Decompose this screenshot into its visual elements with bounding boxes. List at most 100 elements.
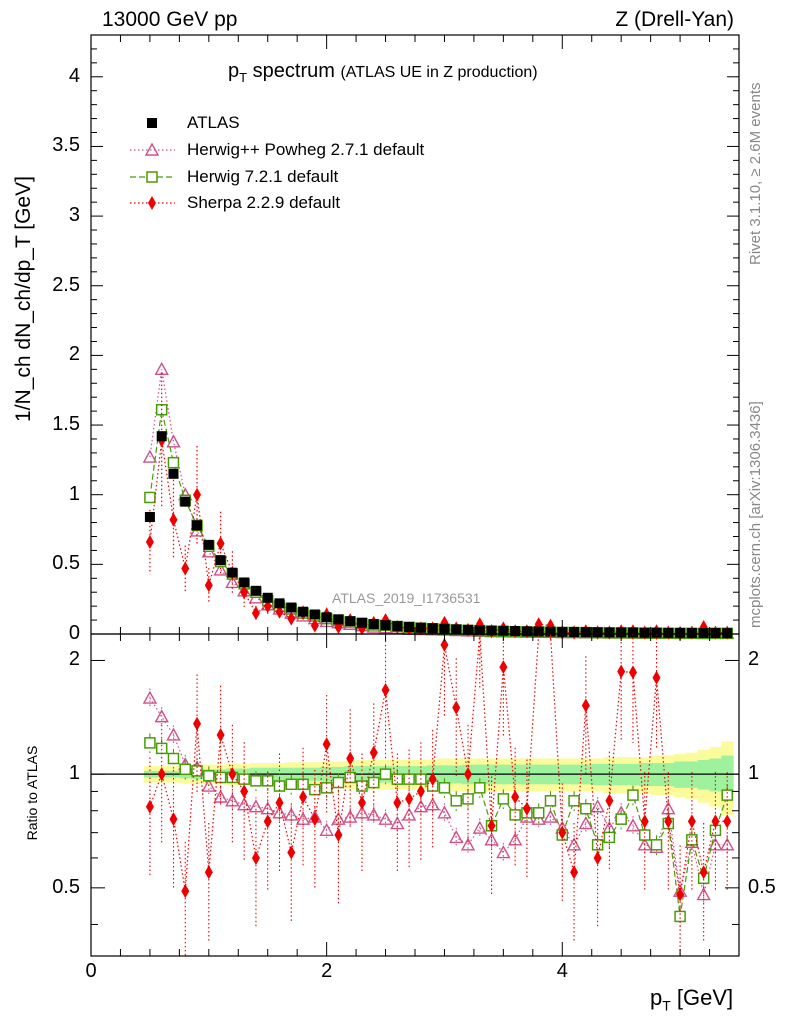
- ratio-point-powheg: [460, 837, 476, 851]
- main-point-atlas: [463, 624, 474, 635]
- main-point-atlas: [392, 621, 403, 632]
- legend-label-powheg: Herwig++ Powheg 2.7.1 default: [187, 140, 425, 159]
- main-y-tick-label: 0: [68, 622, 80, 644]
- ratio-point-powheg: [201, 778, 216, 792]
- ratio-point-powheg: [401, 807, 417, 821]
- analysis-watermark: ATLAS_2019_I1736531: [332, 590, 481, 606]
- main-point-atlas: [521, 626, 532, 637]
- legend-marker-powheg: [130, 142, 175, 156]
- main-point-atlas: [239, 577, 250, 588]
- main-point-atlas: [144, 511, 155, 522]
- main-point-atlas: [722, 628, 733, 639]
- ratio-point-powheg: [531, 811, 546, 825]
- ratio-point-sherpa: [251, 850, 260, 865]
- ratio-point-sherpa: [145, 799, 154, 814]
- ratio-point-herwig: [650, 839, 663, 851]
- ratio-point-sherpa: [240, 784, 249, 799]
- x-tick-label: 0: [85, 960, 97, 982]
- ratio-point-powheg: [154, 709, 169, 723]
- ratio-point-sherpa: [369, 745, 378, 760]
- ratio-point-sherpa: [581, 698, 590, 713]
- ratio-point-sherpa: [357, 795, 366, 810]
- ratio-point-herwig: [450, 795, 462, 807]
- rivet-side-label: Rivet 3.1.10, ≥ 2.6M events: [747, 82, 764, 266]
- ratio-line-powheg: [149, 697, 728, 895]
- main-point-atlas: [415, 622, 426, 633]
- ratio-point-sherpa: [711, 814, 720, 829]
- main-point-atlas: [345, 616, 356, 627]
- x-axis-label: pT [GeV]: [650, 985, 733, 1013]
- plot-title-sub: T: [239, 70, 248, 85]
- ratio-plot: [90, 633, 740, 957]
- plot-title: pT spectrum (ATLAS UE in Z production): [228, 60, 538, 85]
- main-point-atlas: [698, 628, 709, 639]
- ratio-point-powheg: [260, 801, 275, 815]
- ratio-point-powheg: [142, 690, 158, 704]
- main-point-atlas: [250, 585, 261, 596]
- main-y-tick-label: 4: [68, 64, 80, 87]
- main-point-atlas: [262, 592, 273, 603]
- plot-title-rest: spectrum: [247, 60, 335, 82]
- ratio-point-herwig: [144, 737, 156, 749]
- ratio-point-herwig: [580, 802, 592, 815]
- x-axis-label-main: p: [650, 985, 663, 1010]
- ratio-point-herwig: [438, 782, 451, 794]
- ratio-point-sherpa: [440, 637, 449, 652]
- main-point-atlas: [180, 496, 191, 507]
- main-point-sherpa: [240, 585, 249, 600]
- ratio-point-sherpa: [405, 791, 414, 806]
- main-point-herwig: [144, 491, 156, 504]
- ratio-point-powheg: [661, 801, 676, 815]
- ratio-band-inner: [709, 758, 722, 792]
- ratio-point-herwig: [167, 752, 180, 765]
- main-point-atlas: [569, 627, 580, 638]
- ratio-y-axis-label: Ratio to ATLAS: [24, 745, 40, 841]
- ratio-point-sherpa: [416, 784, 425, 799]
- main-point-sherpa: [169, 512, 178, 527]
- ratio-point-herwig: [250, 775, 262, 787]
- ratio-point-sherpa: [687, 814, 696, 829]
- main-point-atlas: [404, 622, 415, 633]
- ratio-band-inner: [697, 760, 711, 790]
- main-point-sherpa: [251, 606, 260, 621]
- legend: [130, 118, 175, 210]
- ratio-point-herwig: [285, 778, 298, 791]
- main-y-tick-label: 0.5: [52, 552, 80, 575]
- ratio-point-sherpa: [157, 767, 166, 782]
- main-point-atlas: [545, 626, 556, 637]
- main-point-atlas: [427, 623, 438, 634]
- ratio-point-sherpa: [228, 767, 237, 782]
- x-axis-label-rest: [GeV]: [670, 985, 734, 1010]
- legend-marker-sherpa: [130, 196, 175, 210]
- main-point-powheg: [142, 449, 158, 463]
- ratio-point-powheg: [166, 727, 181, 741]
- main-point-sherpa: [216, 536, 225, 551]
- main-point-atlas: [298, 606, 309, 617]
- main-point-atlas: [227, 567, 238, 578]
- ratio-point-sherpa: [652, 670, 661, 685]
- ratio-point-sherpa: [310, 812, 319, 827]
- header-right-label: Z (Drell-Yan): [615, 8, 734, 31]
- ratio-point-sherpa: [699, 865, 708, 880]
- ratio-point-sherpa: [628, 665, 637, 680]
- ratio-point-powheg: [425, 797, 440, 811]
- main-point-atlas: [333, 614, 344, 625]
- ratio-point-powheg: [378, 811, 393, 825]
- main-y-tick-label: 3: [68, 204, 80, 227]
- ratio-point-sherpa: [216, 727, 225, 742]
- ratio-point-powheg: [248, 799, 264, 813]
- ratio-point-sherpa: [263, 814, 272, 829]
- main-point-atlas: [651, 627, 662, 638]
- main-y-tick-label: 3.5: [52, 134, 80, 157]
- ratio-point-powheg: [472, 820, 487, 834]
- ratio-point-powheg: [590, 799, 605, 813]
- ratio-point-herwig: [615, 813, 627, 825]
- ratio-point-sherpa: [487, 818, 496, 833]
- ratio-point-sherpa: [640, 814, 649, 829]
- main-point-powheg: [154, 361, 169, 376]
- main-point-sherpa: [145, 535, 154, 550]
- main-point-atlas: [286, 602, 297, 613]
- ratio-point-sherpa: [464, 767, 473, 782]
- ratio-y-tick-label-left: 2: [68, 648, 80, 671]
